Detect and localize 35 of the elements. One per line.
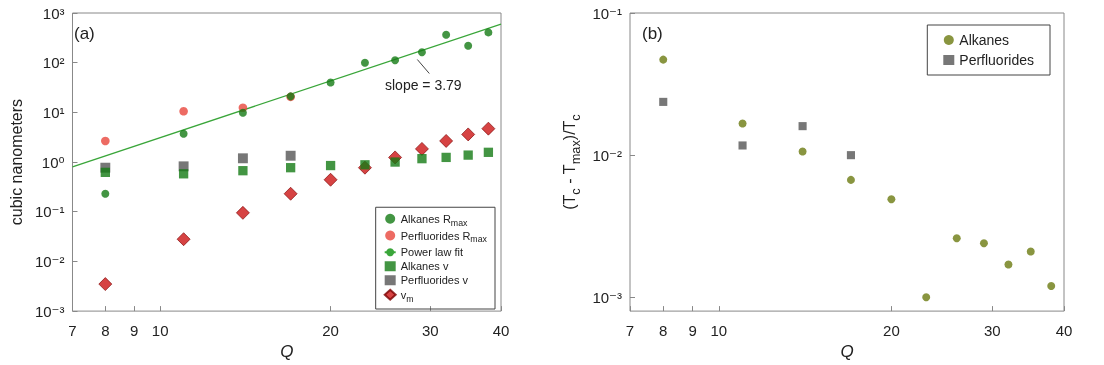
y-tick-label: 10⁰	[41, 153, 65, 171]
x-tick-label: 7	[68, 322, 77, 340]
y-axis-title: cubic nanometers	[7, 98, 25, 226]
legend-label: Alkanes	[959, 32, 1010, 48]
legend-label: Perfluorides	[959, 52, 1034, 68]
y-tick-label: 10⁻²	[592, 146, 622, 164]
y-tick-label: 10⁻³	[34, 302, 65, 320]
x-tick-label: 8	[659, 322, 668, 340]
x-axis-title: Q	[840, 342, 854, 361]
legend-label: Alkanes v	[400, 260, 449, 273]
y-tick-label: 10¹	[42, 103, 65, 121]
x-tick-label: 10	[710, 322, 728, 340]
annotation: (a)	[74, 24, 95, 43]
x-tick-label: 7	[625, 322, 635, 340]
y-tick-label: 10⁻²	[34, 252, 65, 270]
x-tick-label: 9	[130, 322, 139, 340]
x-tick-label: 20	[883, 322, 900, 340]
x-tick-label: 30	[421, 322, 439, 340]
x-tick-label: 30	[984, 322, 1001, 340]
y-tick-label: 10²	[42, 54, 65, 72]
y-tick-label: 10⁻¹	[592, 4, 622, 22]
annotation: (b)	[642, 24, 663, 43]
legend-label: Perfluorides v	[400, 274, 469, 287]
y-tick-label: 10⁻¹	[34, 203, 65, 221]
x-axis-title: Q	[280, 342, 294, 361]
x-tick-label: 20	[322, 322, 339, 340]
x-tick-label: 8	[101, 322, 110, 340]
annotation: slope = 3.79	[384, 76, 462, 93]
y-tick-label: 10⁻³	[592, 288, 622, 306]
legend-label: Power law fit	[400, 246, 464, 259]
x-tick-label: 40	[492, 322, 510, 340]
x-tick-label: 9	[688, 322, 697, 340]
x-tick-label: 10	[151, 322, 169, 340]
x-tick-label: 40	[1055, 322, 1073, 340]
y-tick-label: 10³	[42, 4, 65, 22]
